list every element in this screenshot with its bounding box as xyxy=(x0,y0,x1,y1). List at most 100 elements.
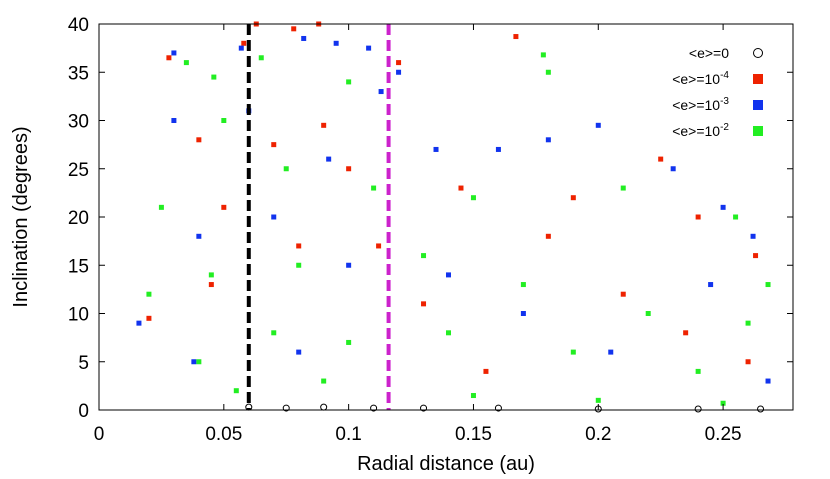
data-point xyxy=(540,52,546,58)
data-point xyxy=(221,204,227,210)
data-point xyxy=(326,156,332,162)
data-point xyxy=(346,166,352,172)
data-point xyxy=(136,320,142,326)
y-tick-label: 15 xyxy=(68,256,89,277)
data-point xyxy=(683,330,689,336)
data-point xyxy=(445,272,451,278)
data-point xyxy=(146,315,152,321)
data-point xyxy=(396,60,402,66)
data-point xyxy=(321,378,327,384)
data-point xyxy=(753,253,759,259)
data-point xyxy=(282,404,290,412)
data-point xyxy=(196,359,202,365)
data-point xyxy=(720,400,726,406)
data-point xyxy=(520,311,526,316)
data-point xyxy=(708,282,714,288)
data-point xyxy=(296,349,302,355)
data-point xyxy=(208,282,214,288)
data-point xyxy=(158,204,164,210)
legend-marker xyxy=(753,126,763,136)
y-tick-label: 35 xyxy=(68,63,89,84)
data-point xyxy=(371,185,377,191)
legend-label: <e>=0 xyxy=(689,45,729,61)
legend: <e>=0 <e>=10-4 <e>=10-3 <e>=10-2 xyxy=(672,45,763,139)
x-tick-label: 0.05 xyxy=(205,424,242,445)
data-point xyxy=(694,405,702,413)
data-point xyxy=(238,45,244,51)
data-point xyxy=(445,330,451,336)
legend-label: <e>=10-3 xyxy=(672,96,729,113)
data-point xyxy=(695,214,701,220)
data-point xyxy=(433,146,439,152)
data-point xyxy=(658,156,664,162)
x-tick-label: 0 xyxy=(94,424,105,445)
data-point xyxy=(296,262,302,268)
data-point xyxy=(376,243,382,249)
x-axis-title: Radial distance (au) xyxy=(357,453,535,475)
data-point xyxy=(608,349,614,355)
data-point xyxy=(545,137,551,143)
data-point xyxy=(494,404,502,412)
data-point xyxy=(570,195,576,201)
data-point xyxy=(470,393,476,399)
data-point xyxy=(171,50,177,56)
data-point xyxy=(396,69,402,75)
legend-marker xyxy=(753,74,763,84)
x-tick-label: 0.1 xyxy=(335,424,361,445)
data-point xyxy=(301,35,307,41)
data-point xyxy=(620,185,626,191)
y-tick-label: 25 xyxy=(68,160,89,181)
data-point xyxy=(291,26,297,32)
data-point xyxy=(196,137,202,143)
data-point xyxy=(545,69,551,75)
data-point xyxy=(370,404,378,412)
data-point xyxy=(333,40,339,46)
data-point xyxy=(346,79,352,85)
data-point xyxy=(545,233,551,239)
y-tick-label: 5 xyxy=(78,353,89,374)
data-point xyxy=(620,291,626,297)
data-point xyxy=(495,146,501,152)
legend-marker xyxy=(753,48,763,58)
data-point xyxy=(765,282,771,288)
data-point xyxy=(513,34,519,40)
data-point xyxy=(570,349,576,355)
data-point xyxy=(670,166,676,172)
data-point xyxy=(208,272,214,278)
legend-marker xyxy=(753,100,763,110)
data-point xyxy=(196,233,202,239)
data-point xyxy=(378,89,384,95)
data-point xyxy=(420,404,428,412)
data-point xyxy=(366,45,372,51)
data-point xyxy=(211,74,217,80)
legend-label: <e>=10-2 xyxy=(672,122,729,139)
data-point xyxy=(296,243,302,249)
data-point xyxy=(745,320,751,326)
x-tick-label: 0.2 xyxy=(585,424,611,445)
data-point xyxy=(757,405,765,413)
y-tick-label: 0 xyxy=(78,401,89,422)
y-tick-label: 20 xyxy=(68,208,89,229)
data-point xyxy=(695,368,701,374)
y-tick-label: 10 xyxy=(68,305,89,326)
data-point xyxy=(320,403,328,411)
data-point xyxy=(221,118,227,123)
axis-ticks: 0 0.05 0.1 0.15 0.2 0.25 0 5 10 15 20 25 30 35 40 xyxy=(68,15,793,445)
data-point xyxy=(271,214,277,220)
data-point xyxy=(750,233,756,239)
y-axis-title: Inclination (degrees) xyxy=(10,126,32,307)
data-point xyxy=(520,282,526,288)
data-point xyxy=(191,359,197,365)
legend-label: <e>=10-4 xyxy=(672,70,729,87)
data-point xyxy=(595,122,601,128)
y-tick-label: 30 xyxy=(68,112,89,133)
data-point xyxy=(321,122,327,128)
data-point xyxy=(241,40,247,46)
data-point xyxy=(258,55,264,61)
data-point xyxy=(595,397,601,403)
reference-lines xyxy=(246,24,391,410)
data-point xyxy=(271,142,277,148)
data-point xyxy=(146,291,152,297)
x-tick-label: 0.15 xyxy=(455,424,492,445)
data-point xyxy=(346,339,352,345)
